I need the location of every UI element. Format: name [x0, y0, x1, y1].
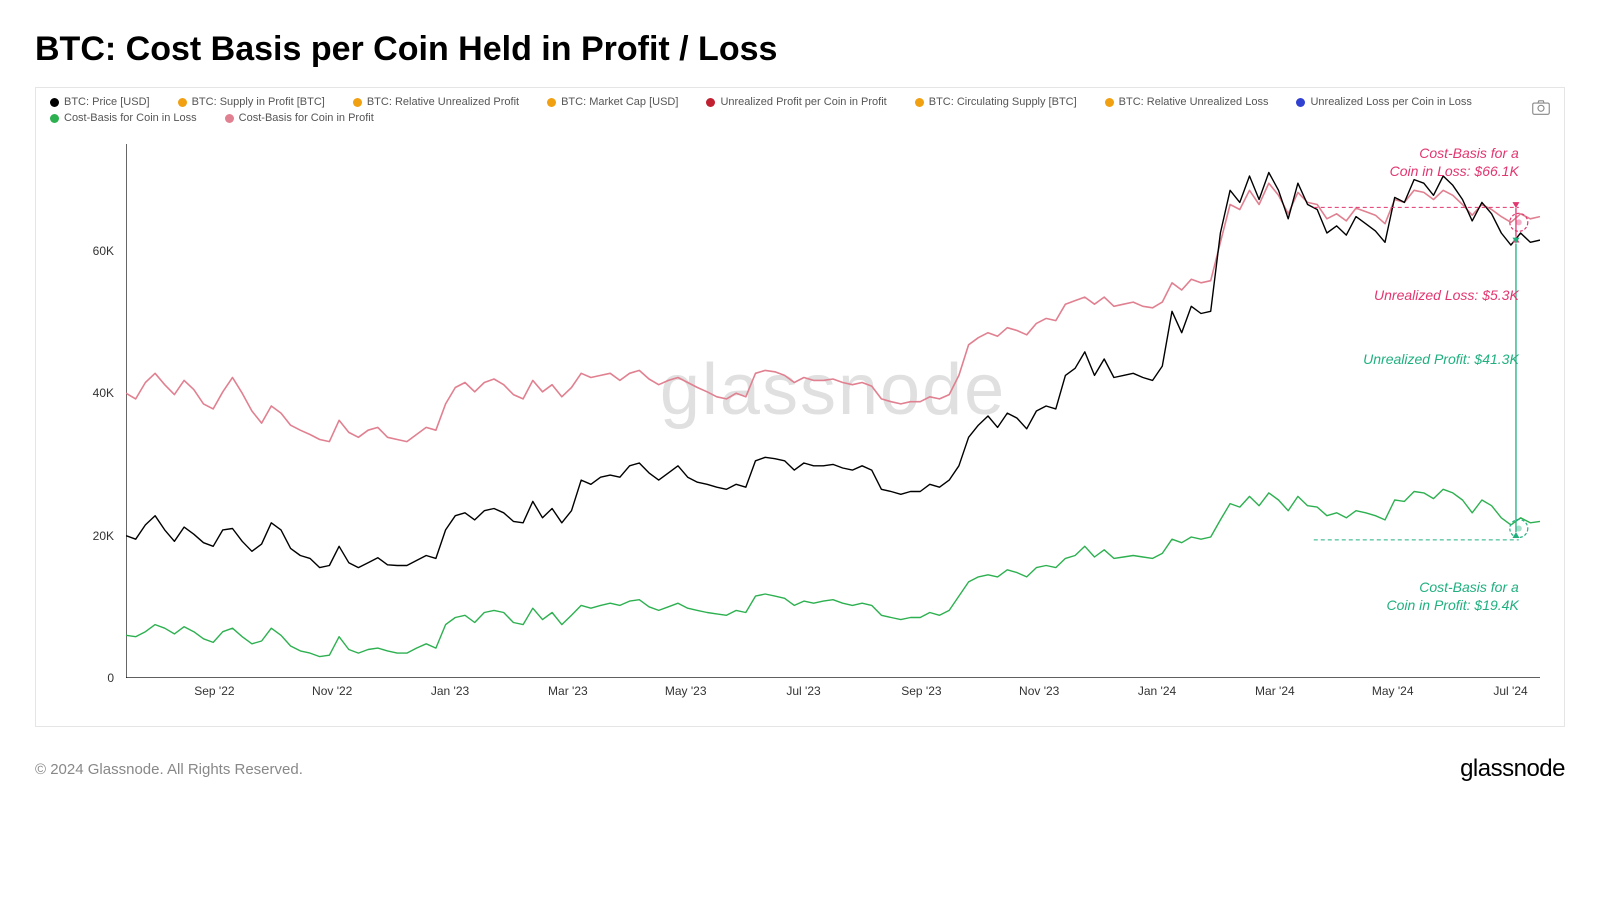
x-tick-label: Jan '23 — [431, 684, 469, 698]
chart-annotation: Cost-Basis for aCoin in Loss: $66.1K — [1390, 144, 1519, 180]
chart-annotation: Unrealized Loss: $5.3K — [1374, 286, 1519, 304]
x-tick-label: Nov '22 — [312, 684, 352, 698]
y-tick-label: 20K — [93, 529, 114, 543]
legend-item[interactable]: BTC: Price [USD] — [50, 96, 150, 108]
legend-swatch — [1296, 98, 1305, 107]
legend-label: Unrealized Profit per Coin in Profit — [720, 96, 886, 108]
legend-swatch — [1105, 98, 1114, 107]
chart-title: BTC: Cost Basis per Coin Held in Profit … — [35, 30, 1565, 69]
legend-swatch — [50, 114, 59, 123]
x-tick-label: Mar '24 — [1255, 684, 1295, 698]
legend-label: BTC: Supply in Profit [BTC] — [192, 96, 325, 108]
x-axis: Sep '22 Nov '22 Jan '23 Mar '23 May '23 Jul '… — [126, 684, 1540, 714]
legend-label: BTC: Relative Unrealized Loss — [1119, 96, 1269, 108]
legend-item[interactable]: Unrealized Loss per Coin in Loss — [1296, 96, 1471, 108]
x-tick-label: Mar '23 — [548, 684, 588, 698]
legend-item[interactable]: BTC: Circulating Supply [BTC] — [915, 96, 1077, 108]
legend-label: BTC: Market Cap [USD] — [561, 96, 678, 108]
legend-item[interactable]: BTC: Market Cap [USD] — [547, 96, 678, 108]
legend-item[interactable]: Cost-Basis for Coin in Loss — [50, 112, 197, 124]
x-tick-label: Sep '23 — [901, 684, 941, 698]
plot-area: glassnode Cost-Basis for aCoin in Loss: … — [126, 144, 1540, 678]
chart-container: BTC: Price [USD] BTC: Supply in Profit [B… — [35, 87, 1565, 727]
legend-swatch — [915, 98, 924, 107]
legend-item[interactable]: Unrealized Profit per Coin in Profit — [706, 96, 886, 108]
x-tick-label: Nov '23 — [1019, 684, 1059, 698]
x-tick-label: Jul '24 — [1493, 684, 1527, 698]
x-tick-label: May '24 — [1372, 684, 1414, 698]
legend-swatch — [706, 98, 715, 107]
y-tick-label: 60K — [93, 244, 114, 258]
legend-swatch — [225, 114, 234, 123]
y-axis: 020K40K60K — [36, 144, 122, 678]
legend: BTC: Price [USD] BTC: Supply in Profit [B… — [36, 88, 1564, 132]
legend-label: BTC: Price [USD] — [64, 96, 150, 108]
copyright-text: © 2024 Glassnode. All Rights Reserved. — [35, 761, 303, 778]
legend-label: BTC: Circulating Supply [BTC] — [929, 96, 1077, 108]
legend-item[interactable]: BTC: Relative Unrealized Loss — [1105, 96, 1269, 108]
x-tick-label: May '23 — [665, 684, 707, 698]
legend-label: BTC: Relative Unrealized Profit — [367, 96, 519, 108]
legend-item[interactable]: BTC: Supply in Profit [BTC] — [178, 96, 325, 108]
legend-swatch — [50, 98, 59, 107]
legend-item[interactable]: Cost-Basis for Coin in Profit — [225, 112, 374, 124]
legend-swatch — [178, 98, 187, 107]
legend-swatch — [353, 98, 362, 107]
legend-item[interactable]: BTC: Relative Unrealized Profit — [353, 96, 519, 108]
x-tick-label: Jul '23 — [786, 684, 820, 698]
legend-swatch — [547, 98, 556, 107]
legend-label: Cost-Basis for Coin in Loss — [64, 112, 197, 124]
y-tick-label: 0 — [107, 671, 114, 685]
screenshot-icon[interactable] — [1532, 100, 1550, 115]
chart-annotation: Unrealized Profit: $41.3K — [1363, 350, 1519, 368]
y-tick-label: 40K — [93, 386, 114, 400]
brand-logo: glassnode — [1460, 755, 1565, 783]
x-tick-label: Sep '22 — [194, 684, 234, 698]
legend-label: Unrealized Loss per Coin in Loss — [1310, 96, 1471, 108]
chart-annotation: Cost-Basis for aCoin in Profit: $19.4K — [1387, 578, 1519, 614]
legend-label: Cost-Basis for Coin in Profit — [239, 112, 374, 124]
x-tick-label: Jan '24 — [1138, 684, 1176, 698]
